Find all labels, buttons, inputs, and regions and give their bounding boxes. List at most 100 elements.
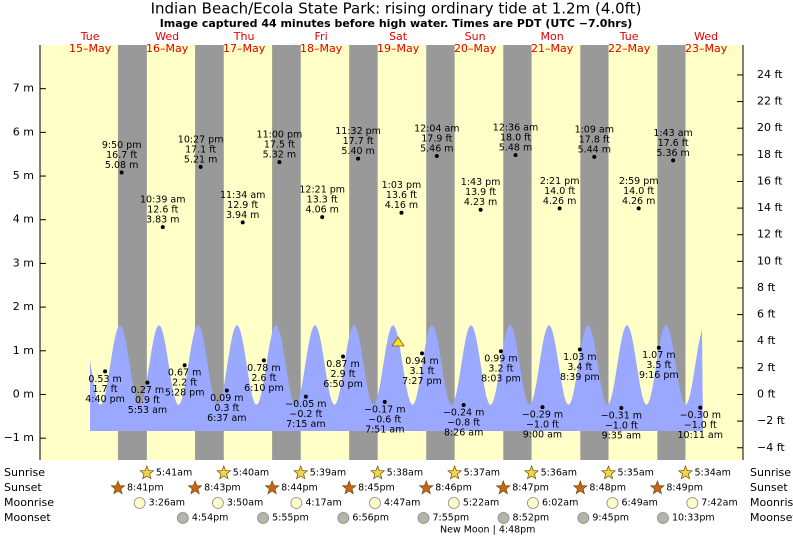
moon-icon [447,497,460,509]
tide-point [478,207,483,212]
row-time: 8:43pm [204,483,241,494]
row-time: 5:39am [310,468,346,479]
row-time: 8:52pm [513,513,550,524]
tide-label: 17.1 ft [185,144,216,155]
row-label: Sunset [4,481,42,494]
tide-label: 8:26 am [444,427,483,438]
tide-label: 11:32 pm [335,126,381,137]
tide-label: 2:59 pm [619,176,659,187]
sun-icon [600,465,617,480]
row-label: Moonset [4,511,51,524]
tide-label: 17.9 ft [421,133,452,144]
tide-point [356,156,361,161]
tide-point [198,164,203,169]
tide-label: 11:00 pm [257,130,303,141]
tide-label: −1.0 ft [684,420,717,431]
tide-label: 17.5 ft [264,140,295,151]
row-time: 5:40am [233,468,269,479]
tide-point [341,354,346,359]
sun-icon [110,480,126,495]
tide-label: 2.6 ft [251,373,276,384]
day-weekday: Fri [315,30,328,43]
sun-icon [495,480,511,495]
tide-label: 10:27 pm [178,134,224,145]
tide-label: −0.2 ft [289,409,322,420]
tide-point [261,358,266,363]
tide-label: 7:51 am [365,424,404,435]
tide-point [656,345,661,350]
tide-point [498,349,503,354]
tide-label: 10:11 am [678,430,723,441]
tide-point [224,388,229,393]
tide-label: 5.08 m [105,160,138,171]
tide-label: 14.0 ft [544,186,575,197]
moon-icon [686,497,699,509]
row-label: Sunrise [4,466,45,479]
tide-point [434,153,439,158]
tide-label: 3.4 ft [567,362,592,373]
tide-label: 17.8 ft [579,134,610,145]
sun-icon [139,465,155,480]
tide-point [513,153,518,158]
tide-label: 11:34 am [220,190,265,201]
tide-label: 4.26 m [543,196,576,207]
tide-point [540,405,545,410]
y2-tick-label: −2 ft [757,414,785,427]
tide-label: 13.6 ft [386,190,417,201]
tide-label: −1.0 ft [526,420,559,431]
tide-label: 5:28 pm [165,388,205,399]
day-weekday: Tue [80,30,100,43]
tide-point [592,154,597,159]
sun-icon [418,480,434,495]
day-date: 23–May [685,42,728,55]
row-time: 3:50am [227,498,263,509]
y-tick-label: 0 m [13,387,34,400]
row-time: 8:44pm [281,483,318,494]
row-time: 8:49pm [666,483,703,494]
tide-label: −0.31 m [601,411,642,422]
tide-label: 1.03 m [563,352,596,363]
moon-icon [527,497,539,509]
moon-icon [290,497,303,509]
tide-point [461,402,466,407]
tide-label: 1:09 am [575,124,614,135]
row-time: 5:36am [541,468,577,479]
row-time: 5:37am [464,468,500,479]
tide-label: 4.06 m [306,205,339,216]
sun-icon [341,480,357,495]
y2-tick-label: 16 ft [757,174,783,187]
tide-point [145,380,150,385]
row-time: 4:54pm [192,513,229,524]
tide-label: 0.53 m [88,374,121,385]
day-weekday: Thu [233,30,255,43]
row-time: 6:49am [621,498,657,509]
tide-label: 1:03 pm [382,180,422,191]
row-label-right: Moonset [750,511,793,524]
sun-icon [187,480,203,495]
y2-tick-label: 22 ft [757,95,783,108]
y-tick-label: 1 m [13,344,34,357]
sun-icon [572,480,588,495]
day-weekday: Sun [465,30,486,43]
row-time: 5:38am [387,468,423,479]
tide-label: 9:16 pm [639,370,679,381]
tide-label: 12.6 ft [147,205,178,216]
current-tide-marker [391,336,405,347]
moon-icon [497,512,510,524]
y2-tick-label: 0 ft [757,387,776,400]
y2-tick-label: 14 ft [757,201,783,214]
tide-point [160,225,165,230]
tide-label: 0.87 m [326,359,359,370]
tide-label: 0.67 m [168,368,201,379]
y2-tick-label: 8 ft [757,281,776,294]
tide-label: 2.9 ft [331,369,356,380]
y-tick-label: 3 m [13,256,34,269]
tide-point [382,399,387,404]
tide-label: 4.23 m [464,197,497,208]
tide-label: 4:40 pm [85,394,125,405]
day-date: 19–May [377,42,420,55]
day-date: 15–May [69,42,112,55]
sun-icon [264,480,280,495]
tide-label: 5.40 m [341,146,374,157]
tide-label: −0.29 m [522,410,563,421]
